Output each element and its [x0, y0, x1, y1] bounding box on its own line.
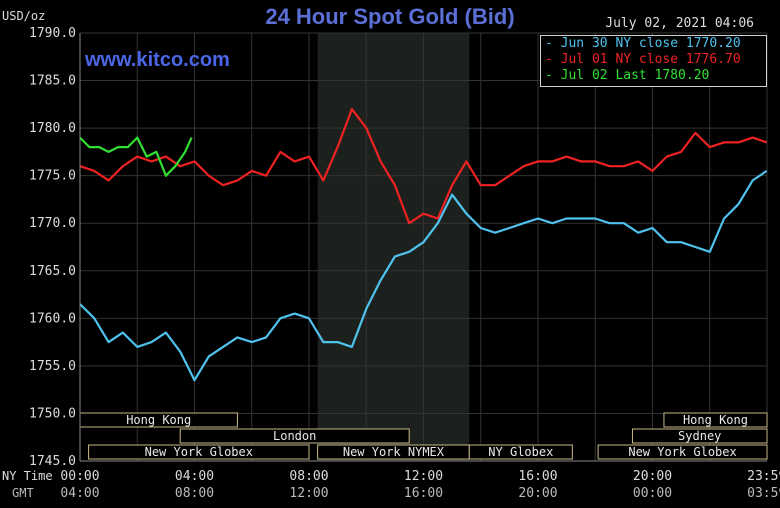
- legend: - Jun 30 NY close 1770.20 - Jul 01 NY cl…: [540, 35, 767, 87]
- y-tick-label: 1750.0: [29, 406, 76, 421]
- x-tick-label-ny: 08:00: [289, 469, 328, 484]
- x-tick-label-gmt: 03:59: [747, 486, 780, 501]
- y-tick-label: 1780.0: [29, 121, 76, 136]
- y-tick-label: 1765.0: [29, 264, 76, 279]
- x-tick-label-ny: 20:00: [633, 469, 672, 484]
- session-box: [597, 444, 768, 460]
- x-tick-label-ny: 23:59: [747, 469, 780, 484]
- y-tick-label: 1770.0: [29, 216, 76, 231]
- legend-entry-jul02: - Jul 02 Last 1780.20: [545, 68, 710, 83]
- session-label: London: [273, 429, 316, 443]
- legend-entry-jun30: - Jun 30 NY close 1770.20: [545, 36, 741, 51]
- legend-label-jul01: Jul 01 NY close 1776.70: [560, 52, 741, 67]
- x-tick-label-gmt: 00:00: [633, 486, 672, 501]
- session-label: New York NYMEX: [343, 445, 445, 459]
- y-tick-label: 1785.0: [29, 74, 76, 89]
- series-line-2: [79, 136, 193, 177]
- x-tick-label-ny: 16:00: [518, 469, 557, 484]
- y-tick-label: 1790.0: [29, 26, 76, 41]
- x-tick-label-gmt: 20:00: [518, 486, 557, 501]
- ny-time-row-label: NY Time: [2, 469, 53, 483]
- x-tick-label-ny: 04:00: [175, 469, 214, 484]
- y-tick-label: 1745.0: [29, 454, 76, 469]
- gmt-row-label: GMT: [12, 486, 34, 500]
- session-label: Sydney: [678, 429, 721, 443]
- x-tick-label-ny: 00:00: [60, 469, 99, 484]
- y-tick-label: 1775.0: [29, 169, 76, 184]
- session-label: NY Globex: [488, 445, 553, 459]
- session-box: [468, 444, 573, 460]
- y-tick-label: 1760.0: [29, 311, 76, 326]
- session-label: New York Globex: [628, 445, 736, 459]
- session-box: [88, 444, 310, 460]
- legend-label-jul02: Jul 02 Last 1780.20: [560, 68, 710, 83]
- legend-entry-jul01: - Jul 01 NY close 1776.70: [545, 52, 741, 67]
- x-tick-label-gmt: 04:00: [60, 486, 99, 501]
- chart-title: 24 Hour Spot Gold (Bid): [265, 4, 515, 29]
- x-tick-label-gmt: 16:00: [404, 486, 443, 501]
- session-box: [631, 428, 768, 444]
- series-line-0: [79, 169, 768, 382]
- series-line-1: [79, 108, 768, 225]
- session-label: Hong Kong: [126, 413, 191, 427]
- nymex-session-shade: [317, 33, 470, 461]
- session-label: Hong Kong: [683, 413, 748, 427]
- timestamp: July 02, 2021 04:06: [605, 16, 754, 31]
- y-tick-label: 1755.0: [29, 359, 76, 374]
- x-tick-label-gmt: 12:00: [289, 486, 328, 501]
- x-tick-label-gmt: 08:00: [175, 486, 214, 501]
- session-box: [179, 428, 410, 444]
- unit-label: USD/oz: [2, 9, 46, 23]
- watermark-text: www.kitco.com: [85, 49, 230, 71]
- session-box: [663, 412, 768, 428]
- x-tick-label-ny: 12:00: [404, 469, 443, 484]
- session-label: New York Globex: [145, 445, 253, 459]
- legend-label-jun30: Jun 30 NY close 1770.20: [560, 36, 741, 51]
